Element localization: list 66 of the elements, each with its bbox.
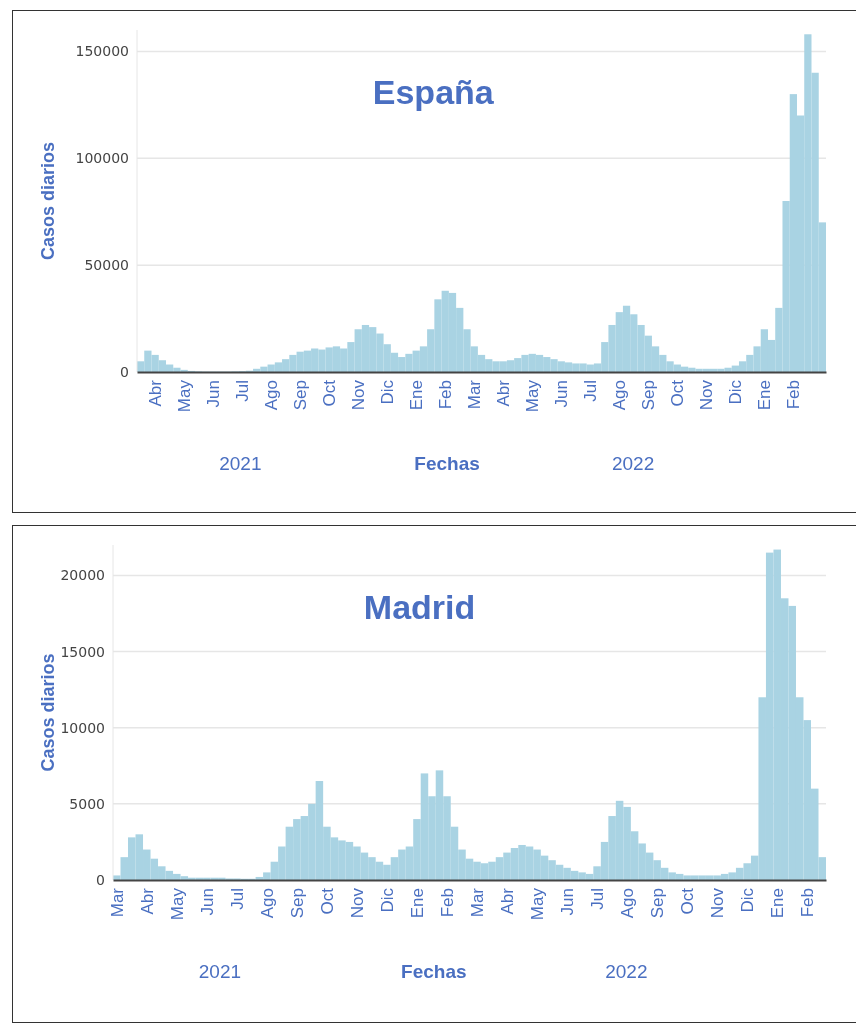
x-tick-label: Nov (708, 887, 728, 919)
x-tick-label: Nov (349, 379, 369, 411)
x-tick-label: Ene (407, 380, 427, 411)
x-tick-label: Ene (755, 380, 775, 411)
x-tick-label: May (175, 379, 195, 413)
text: España (372, 73, 495, 111)
x-tick-label: Dic (378, 379, 398, 405)
y-tick-label: 0 (120, 363, 129, 380)
x-tick-label: Ago (618, 888, 638, 919)
x-axis-title: Fechas (414, 453, 480, 474)
y-tick-label: 15000 (60, 643, 105, 660)
x-tick-label: Jul (588, 888, 608, 910)
x-tick-label: Oct (668, 379, 688, 407)
x-tick-label: Mar (467, 887, 487, 918)
text: 2021 (198, 961, 242, 982)
x-tick-label: Oct (317, 887, 337, 915)
x-tick-label: Mar (107, 887, 127, 918)
x-tick-label: Jun (197, 888, 217, 916)
x-tick-label: Dic (726, 379, 746, 405)
y-tick-label: 50000 (84, 257, 129, 274)
x-tick-label: Ago (610, 380, 630, 411)
y-axis-title: Casos diarios (38, 141, 58, 261)
x-tick-label: May (523, 379, 543, 413)
x-tick-label: May (167, 887, 187, 921)
x-tick-label: Sep (648, 888, 668, 919)
x-tick-label: Jun (558, 888, 578, 916)
x-tick-label: Mar (465, 379, 485, 410)
y-tick-label: 0 (96, 871, 105, 888)
x-tick-label: Feb (784, 380, 804, 410)
x-tick-label: Abr (146, 379, 166, 407)
x-tick-label: Sep (291, 380, 311, 411)
x-tick-label: Nov (347, 887, 367, 919)
x-tick-label: Abr (494, 379, 514, 407)
y-tick-label: 150000 (75, 43, 129, 60)
x-tick-label: Oct (320, 379, 340, 407)
x-tick-label: Feb (436, 380, 456, 410)
x-tick-label: Ago (262, 380, 282, 411)
y-tick-label: 10000 (60, 719, 105, 736)
x-tick-label: Feb (437, 888, 457, 918)
x-tick-label: Jun (204, 380, 224, 408)
x-tick-label: Ago (257, 888, 277, 919)
x-tick-label: May (528, 887, 547, 921)
x-tick-label: Jul (581, 380, 601, 402)
x-tick-label: Dic (738, 887, 758, 913)
x-tick-label: Sep (639, 380, 659, 411)
y-tick-label: 100000 (75, 150, 129, 167)
text: 2022 (605, 961, 648, 982)
x-tick-label: Abr (497, 887, 517, 915)
x-tick-label: Jul (227, 888, 247, 910)
y-tick-label: 20000 (60, 567, 105, 584)
x-tick-label: Oct (678, 887, 698, 915)
x-tick-label: Ene (768, 888, 788, 919)
x-axis-title: Fechas (401, 961, 467, 982)
x-tick-label: Ene (407, 888, 427, 919)
x-tick-label: Jun (552, 380, 572, 408)
x-tick-label: Abr (137, 887, 157, 915)
x-tick-label: Feb (798, 888, 818, 918)
x-tick-label: Sep (287, 888, 307, 919)
x-tick-label: Jul (233, 380, 253, 402)
x-tick-label: Nov (697, 379, 717, 411)
text: 2021 (219, 453, 262, 474)
y-tick-label: 5000 (69, 795, 105, 812)
text: Madrid (363, 588, 476, 626)
text: 2022 (611, 453, 655, 474)
x-tick-label: Dic (377, 887, 397, 913)
y-axis-title: Casos diarios (38, 653, 58, 772)
